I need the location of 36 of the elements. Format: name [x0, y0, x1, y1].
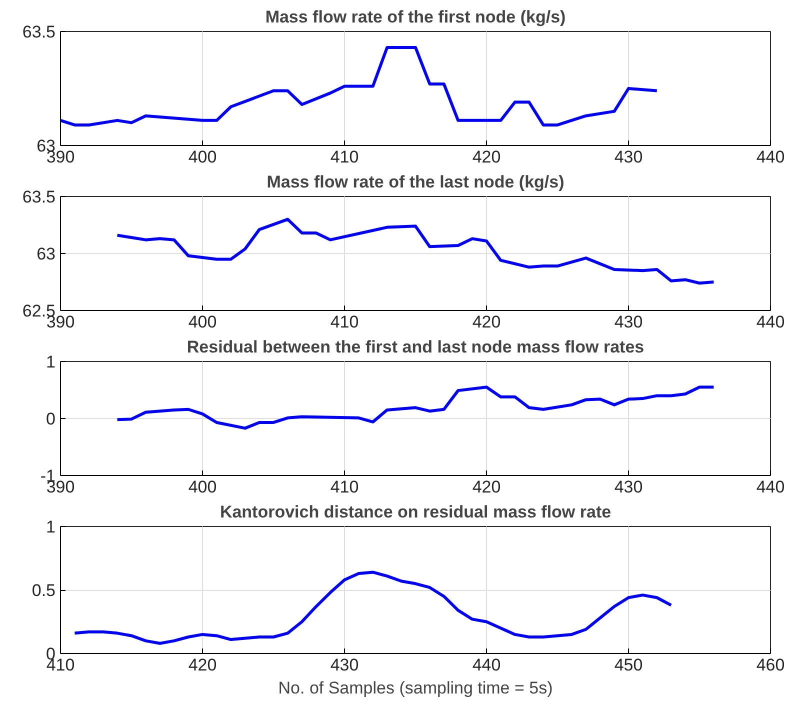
x-tick-label: 440 [756, 148, 785, 166]
x-tick-label: 400 [188, 312, 217, 332]
x-tick-label: 430 [330, 656, 359, 674]
line-series [73, 570, 673, 645]
y-tick-label: 0 [46, 410, 56, 428]
x-tick-label: 400 [188, 148, 217, 166]
y-tick-label: 1 [46, 518, 56, 536]
y-tick-label: 63.5 [22, 188, 56, 206]
x-tick-label: 440 [472, 656, 501, 674]
x-tick-label: 420 [188, 656, 217, 674]
x-tick-label: 420 [472, 148, 501, 166]
x-tick-label: 420 [472, 312, 501, 332]
x-tick-label: 450 [614, 656, 643, 674]
chart-title: Mass flow rate of the first node (kg/s) [265, 8, 566, 26]
x-tick-label: 410 [330, 148, 359, 166]
y-tick-label: 0.5 [32, 581, 56, 600]
x-tick-label: 430 [614, 478, 643, 496]
y-tick-label: 63 [36, 244, 56, 264]
x-tick-label: 410 [330, 312, 359, 332]
chart-title: Kantorovich distance on residual mass flow rate [220, 502, 612, 522]
line-series [116, 218, 716, 285]
x-axis-title: No. of Samples (sampling time = 5s) [278, 678, 553, 698]
x-tick-label: 440 [756, 478, 785, 496]
line-series [60, 46, 658, 126]
x-tick-label: 400 [188, 478, 217, 496]
chart-title: Mass flow rate of the last node (kg/s) [266, 172, 564, 192]
y-tick-label: 63.5 [22, 22, 56, 42]
x-tick-label: 420 [472, 478, 501, 496]
x-tick-label: 460 [756, 656, 785, 674]
chart-title: Residual between the first and last node mass flow rates [186, 338, 644, 356]
x-tick-label: 430 [614, 312, 643, 332]
x-tick-label: 410 [330, 478, 359, 496]
x-tick-label: 430 [614, 148, 643, 166]
x-tick-label: 440 [756, 312, 785, 332]
line-series [116, 386, 716, 430]
y-tick-label: 1 [46, 352, 56, 372]
